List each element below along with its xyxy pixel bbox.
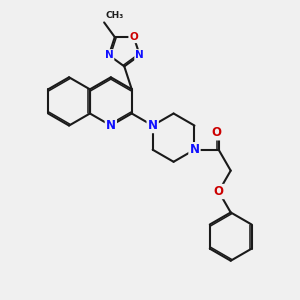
Text: N: N bbox=[104, 50, 113, 60]
Text: O: O bbox=[211, 126, 221, 139]
Text: N: N bbox=[190, 143, 200, 156]
Text: N: N bbox=[148, 119, 158, 132]
Text: N: N bbox=[135, 50, 144, 60]
Text: CH₃: CH₃ bbox=[106, 11, 124, 20]
Text: N: N bbox=[106, 119, 116, 132]
Text: O: O bbox=[129, 32, 138, 42]
Text: O: O bbox=[214, 185, 224, 198]
